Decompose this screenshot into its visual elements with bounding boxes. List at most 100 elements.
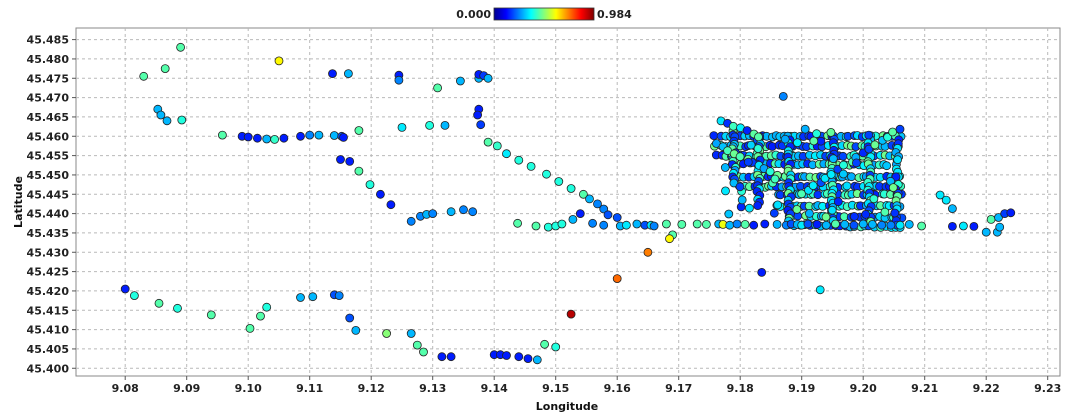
- data-point: [160, 64, 170, 73]
- data-point: [839, 169, 848, 179]
- data-point: [986, 214, 996, 224]
- data-point: [419, 347, 428, 357]
- colorbar-max-label: 0.984: [597, 8, 632, 21]
- data-point: [455, 76, 465, 86]
- x-tick-label: 9.17: [665, 382, 692, 395]
- data-point: [329, 131, 339, 140]
- data-point: [603, 210, 613, 220]
- data-point: [514, 352, 524, 362]
- data-point: [746, 140, 756, 150]
- data-point: [173, 303, 182, 313]
- data-point: [262, 302, 272, 312]
- data-point: [805, 208, 814, 218]
- data-point: [523, 354, 533, 364]
- data-point: [473, 110, 483, 120]
- data-point: [888, 127, 897, 137]
- data-point: [542, 169, 551, 179]
- data-point: [328, 69, 337, 78]
- plot-area: [75, 27, 1061, 377]
- data-point: [725, 220, 735, 230]
- y-tick-label: 45.400: [27, 362, 70, 375]
- data-point: [176, 42, 186, 52]
- data-point: [815, 285, 825, 295]
- colorbar: 0.000 0.984: [456, 7, 632, 21]
- data-point: [847, 172, 856, 182]
- data-point: [502, 149, 511, 159]
- data-point: [735, 182, 745, 192]
- data-point: [334, 291, 344, 301]
- data-point: [428, 209, 438, 219]
- data-point: [890, 208, 900, 218]
- data-point: [554, 177, 564, 186]
- x-tick-label: 9.15: [542, 382, 569, 395]
- grid: [76, 28, 1060, 376]
- data-point: [770, 174, 780, 184]
- data-point: [821, 220, 831, 230]
- data-point: [828, 154, 838, 164]
- data-point: [531, 221, 541, 231]
- x-tick-label: 9.19: [788, 382, 815, 395]
- y-tick-label: 45.475: [27, 72, 69, 85]
- x-tick-label: 9.11: [296, 382, 323, 395]
- data-point: [612, 213, 622, 222]
- data-point: [969, 221, 979, 231]
- data-point: [868, 219, 877, 229]
- data-point: [336, 155, 345, 164]
- data-point: [492, 141, 502, 151]
- data-point: [483, 73, 493, 83]
- y-axis-title: Latitude: [12, 176, 25, 228]
- y-tick-label: 45.425: [27, 266, 69, 279]
- data-point: [904, 219, 914, 229]
- data-point: [677, 219, 687, 229]
- y-tick-label: 45.415: [27, 304, 69, 317]
- data-point: [256, 311, 265, 321]
- data-point: [812, 129, 821, 139]
- data-point: [437, 352, 447, 362]
- y-tick-label: 45.410: [27, 324, 70, 337]
- data-point: [585, 194, 594, 204]
- data-point: [757, 267, 767, 277]
- data-point: [557, 219, 567, 229]
- data-point: [692, 219, 702, 229]
- data-point: [870, 140, 880, 150]
- data-point: [742, 126, 752, 135]
- data-point: [995, 222, 1005, 232]
- y-tick-label: 45.480: [27, 53, 70, 66]
- data-point: [728, 121, 738, 131]
- data-point: [314, 130, 324, 140]
- data-point: [354, 126, 364, 135]
- data-point: [446, 207, 456, 217]
- data-point: [566, 184, 576, 193]
- data-point: [397, 123, 407, 132]
- y-tick-label: 45.460: [27, 130, 70, 143]
- data-point: [243, 132, 253, 142]
- x-tick-label: 9.20: [850, 382, 877, 395]
- data-point: [308, 292, 318, 302]
- data-point: [877, 220, 887, 230]
- data-point: [839, 160, 848, 170]
- data-point: [981, 227, 991, 237]
- data-point: [852, 158, 861, 168]
- data-point: [721, 186, 730, 196]
- data-point: [737, 195, 747, 205]
- data-point: [120, 284, 130, 294]
- data-point: [809, 136, 819, 146]
- data-point: [724, 209, 734, 219]
- data-point: [803, 219, 813, 229]
- data-point: [948, 221, 957, 231]
- data-point: [343, 69, 353, 78]
- x-tick-label: 9.10: [235, 382, 262, 395]
- data-point: [895, 220, 905, 230]
- data-point: [532, 355, 542, 365]
- data-point: [262, 134, 272, 144]
- data-point: [935, 190, 945, 200]
- data-point: [599, 220, 609, 230]
- data-point: [888, 183, 898, 193]
- data-point: [433, 83, 443, 93]
- data-point: [849, 220, 859, 230]
- data-point: [869, 194, 879, 204]
- data-point: [840, 219, 850, 229]
- data-point: [773, 200, 783, 210]
- data-point: [296, 293, 305, 302]
- data-point: [375, 189, 385, 199]
